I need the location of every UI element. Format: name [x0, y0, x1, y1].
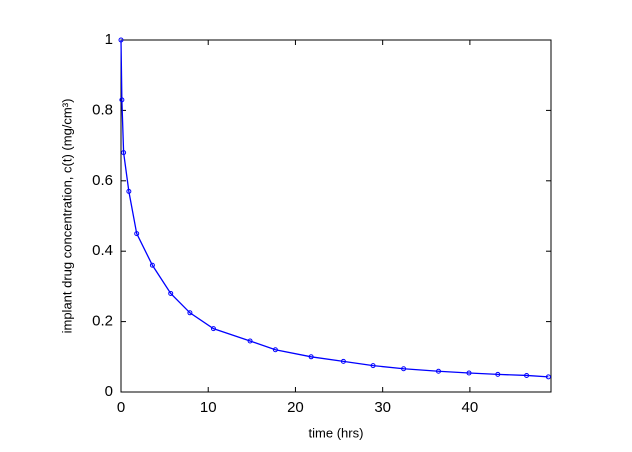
- data-point: [126, 188, 132, 194]
- y-tick-label: 0.2: [92, 313, 113, 330]
- data-point: [545, 374, 551, 380]
- x-tick-label: 0: [117, 399, 125, 416]
- data-point: [272, 347, 278, 353]
- x-tick-label: 30: [374, 399, 391, 416]
- data-point: [247, 338, 253, 344]
- data-point: [466, 370, 472, 376]
- data-point: [495, 371, 501, 377]
- data-point: [134, 231, 140, 237]
- data-point: [340, 358, 346, 364]
- data-point: [210, 326, 216, 332]
- data-point: [435, 368, 441, 374]
- data-point: [524, 372, 530, 378]
- data-point: [121, 150, 127, 156]
- y-tick-label: 1: [105, 31, 113, 48]
- data-line: [120, 39, 549, 378]
- data-point: [119, 97, 125, 103]
- x-axis-label: time (hrs): [309, 425, 364, 440]
- y-tick-label: 0.4: [92, 242, 113, 259]
- x-tick-label: 40: [462, 399, 479, 416]
- data-point: [401, 366, 407, 372]
- plot-box: [120, 39, 552, 393]
- y-tick-label: 0.6: [92, 172, 113, 189]
- data-point: [149, 262, 155, 268]
- data-point: [118, 37, 124, 43]
- data-point: [308, 354, 314, 360]
- data-point: [187, 310, 193, 316]
- y-tick-label: 0.8: [92, 101, 113, 118]
- x-tick-label: 10: [200, 399, 217, 416]
- y-tick-label: 0: [105, 383, 113, 400]
- y-axis-label: implant drug concentration, c(t) (mg/cm³…: [59, 99, 74, 334]
- data-point: [168, 290, 174, 296]
- data-point: [370, 363, 376, 369]
- x-tick-label: 20: [287, 399, 304, 416]
